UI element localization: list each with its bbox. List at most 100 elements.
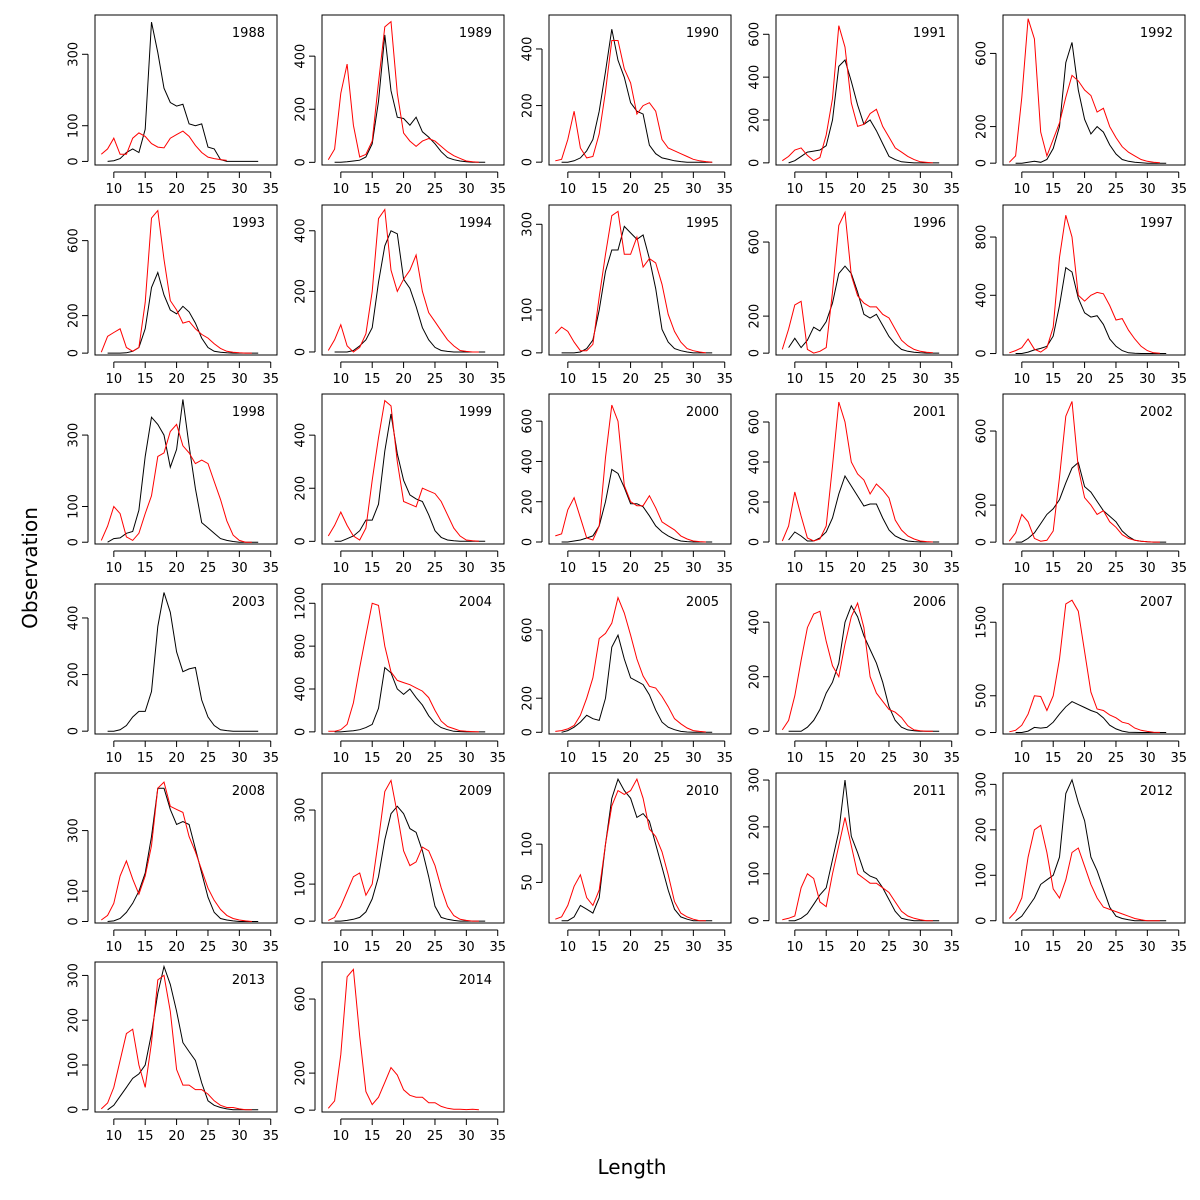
y-tick-label: 300	[67, 42, 82, 67]
x-tick-label: 15	[591, 372, 608, 387]
panel-2011: 10 15 20 25 30 35 0 100 200 300 2011	[748, 768, 960, 955]
y-tick-label: 100	[67, 879, 82, 904]
black-series-line	[561, 29, 713, 163]
year-label: 2006	[913, 595, 946, 610]
black-series-line	[788, 265, 940, 354]
y-tick-label: 400	[748, 450, 763, 475]
panel-2005: 10 15 20 25 30 35 0 200 600 2005	[521, 583, 733, 766]
y-tick-label: 200	[67, 1008, 82, 1033]
x-tick-label: 35	[262, 1129, 279, 1144]
x-tick-label: 10	[560, 940, 577, 955]
year-label: 1990	[686, 26, 719, 41]
y-tick-label: 600	[521, 618, 536, 643]
x-tick-label: 15	[818, 940, 835, 955]
panel-2000: 10 15 20 25 30 35 0 200 400 600 2000	[521, 393, 733, 576]
x-tick-label: 25	[881, 182, 898, 197]
y-tick-label: 0	[67, 349, 82, 357]
x-tick-label: 15	[1045, 561, 1062, 576]
y-tick-label: 0	[294, 728, 309, 736]
x-tick-label: 30	[685, 751, 702, 766]
panel-2014: 10 15 20 25 30 35 0 200 600 2014	[294, 961, 506, 1144]
x-tick-label: 30	[912, 182, 929, 197]
red-series-line	[328, 602, 479, 733]
red-series-line	[100, 130, 227, 161]
year-label: 2004	[459, 595, 492, 610]
y-tick-label: 200	[294, 279, 309, 304]
panel-1999: 10 15 20 25 30 35 0 200 400 1999	[294, 393, 506, 576]
black-series-line	[107, 787, 259, 922]
x-tick-label: 25	[1108, 940, 1125, 955]
x-tick-label: 15	[818, 751, 835, 766]
x-tick-label: 35	[716, 940, 733, 955]
x-tick-label: 30	[458, 940, 475, 955]
x-tick-label: 15	[1045, 372, 1062, 387]
panel-2002: 10 15 20 25 30 35 0 200 600 2002	[975, 393, 1187, 576]
x-tick-label: 25	[427, 1129, 444, 1144]
x-tick-label: 30	[1139, 940, 1156, 955]
x-tick-label: 25	[200, 940, 217, 955]
x-tick-label: 35	[1170, 940, 1187, 955]
y-tick-label: 0	[975, 349, 990, 357]
panel-1994: 10 15 20 25 30 35 0 200 400 1994	[294, 204, 506, 387]
x-tick-label: 20	[168, 940, 185, 955]
x-tick-label: 20	[622, 940, 639, 955]
year-label: 1992	[1140, 26, 1173, 41]
x-tick-label: 30	[912, 751, 929, 766]
year-label: 2001	[913, 405, 946, 420]
panel-frame	[1002, 583, 1186, 735]
y-tick-label: 500	[975, 683, 990, 708]
panel-2003: 10 15 20 25 30 35 0 200 400 2003	[67, 583, 279, 766]
x-tick-label: 20	[395, 372, 412, 387]
panel-1990: 10 15 20 25 30 35 0 200 400 1990	[521, 14, 733, 197]
y-tick-label: 400	[294, 677, 309, 702]
x-tick-label: 35	[716, 561, 733, 576]
y-tick-label: 600	[975, 419, 990, 444]
x-tick-label: 30	[912, 940, 929, 955]
black-series-line	[107, 592, 259, 732]
y-tick-label: 400	[748, 610, 763, 635]
x-tick-label: 30	[231, 372, 248, 387]
y-tick-label: 200	[975, 817, 990, 842]
x-tick-label: 30	[685, 182, 702, 197]
x-tick-label: 30	[231, 940, 248, 955]
x-tick-label: 35	[262, 561, 279, 576]
y-tick-label: 200	[748, 108, 763, 133]
y-tick-label: 400	[521, 449, 536, 474]
x-tick-label: 25	[427, 561, 444, 576]
y-tick-label: 200	[748, 490, 763, 515]
x-tick-label: 10	[1014, 372, 1031, 387]
y-tick-label: 400	[748, 65, 763, 90]
black-series-line	[1015, 461, 1167, 543]
y-tick-label: 0	[748, 538, 763, 546]
y-tick-label: 400	[521, 37, 536, 62]
x-tick-label: 30	[1139, 561, 1156, 576]
x-tick-label: 20	[1076, 751, 1093, 766]
y-tick-label: 0	[67, 538, 82, 546]
x-tick-label: 35	[943, 561, 960, 576]
x-tick-label: 20	[395, 561, 412, 576]
x-tick-label: 20	[395, 1129, 412, 1144]
panel-frame	[775, 583, 959, 735]
y-tick-label: 200	[67, 662, 82, 687]
black-series-line	[334, 666, 486, 733]
red-series-line	[327, 208, 479, 353]
x-tick-label: 35	[489, 940, 506, 955]
y-tick-label: 300	[67, 818, 82, 843]
x-tick-label: 15	[1045, 751, 1062, 766]
x-tick-label: 35	[716, 751, 733, 766]
red-series-line	[327, 968, 479, 1111]
x-tick-label: 15	[137, 182, 154, 197]
x-tick-label: 20	[395, 751, 412, 766]
black-series-line	[334, 413, 486, 542]
x-tick-label: 10	[106, 1129, 123, 1144]
x-tick-label: 25	[427, 751, 444, 766]
x-tick-label: 30	[685, 372, 702, 387]
x-tick-label: 20	[622, 372, 639, 387]
panel-frame	[1002, 14, 1186, 166]
y-tick-label: 0	[294, 158, 309, 166]
panel-2009: 10 15 20 25 30 35 0 100 300 2009	[294, 772, 506, 955]
x-tick-label: 10	[560, 751, 577, 766]
x-tick-label: 15	[137, 751, 154, 766]
x-tick-label: 35	[943, 182, 960, 197]
